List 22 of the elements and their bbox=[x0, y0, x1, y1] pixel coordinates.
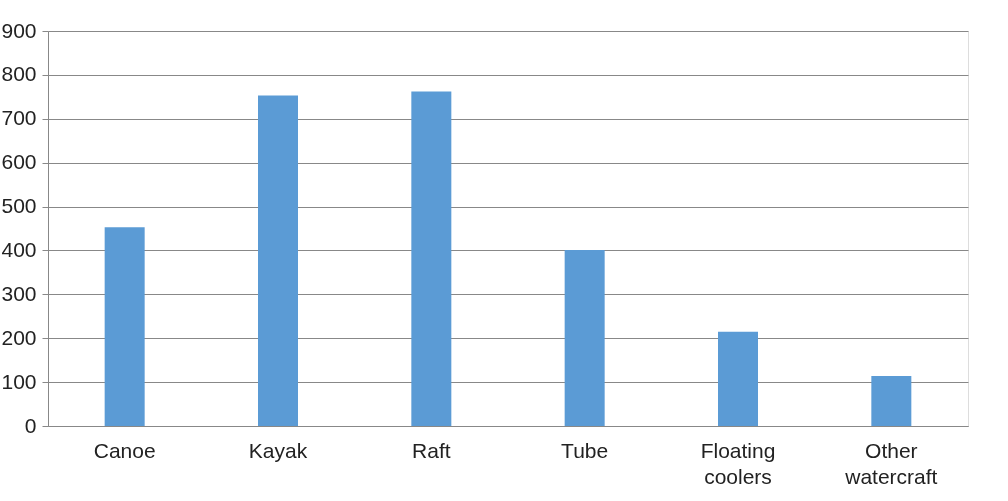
y-tick-label: 900 bbox=[1, 18, 37, 42]
x-tick-label: Tube bbox=[561, 438, 609, 462]
x-tick-label: Raft bbox=[412, 438, 451, 462]
bar bbox=[564, 250, 605, 426]
y-tick-label: 500 bbox=[1, 194, 37, 218]
y-tick-label: 200 bbox=[1, 325, 37, 349]
x-tick-label: Canoe bbox=[93, 438, 156, 462]
y-tick-label: 0 bbox=[24, 413, 37, 437]
bar bbox=[411, 91, 452, 426]
y-tick-label: 100 bbox=[1, 369, 37, 393]
y-tick-label: 800 bbox=[1, 62, 37, 86]
bar bbox=[104, 227, 145, 426]
x-tick-label: Other watercraft bbox=[844, 438, 938, 488]
x-tick-label: Kayak bbox=[248, 438, 308, 462]
y-tick-label: 600 bbox=[1, 150, 37, 174]
bar bbox=[871, 375, 912, 426]
bar bbox=[718, 331, 758, 426]
x-tick-label: Floating coolers bbox=[700, 438, 776, 488]
y-tick-label: 300 bbox=[1, 281, 37, 305]
y-tick-label: 700 bbox=[1, 106, 37, 130]
bar bbox=[258, 95, 298, 426]
y-tick-label: 400 bbox=[1, 237, 37, 261]
